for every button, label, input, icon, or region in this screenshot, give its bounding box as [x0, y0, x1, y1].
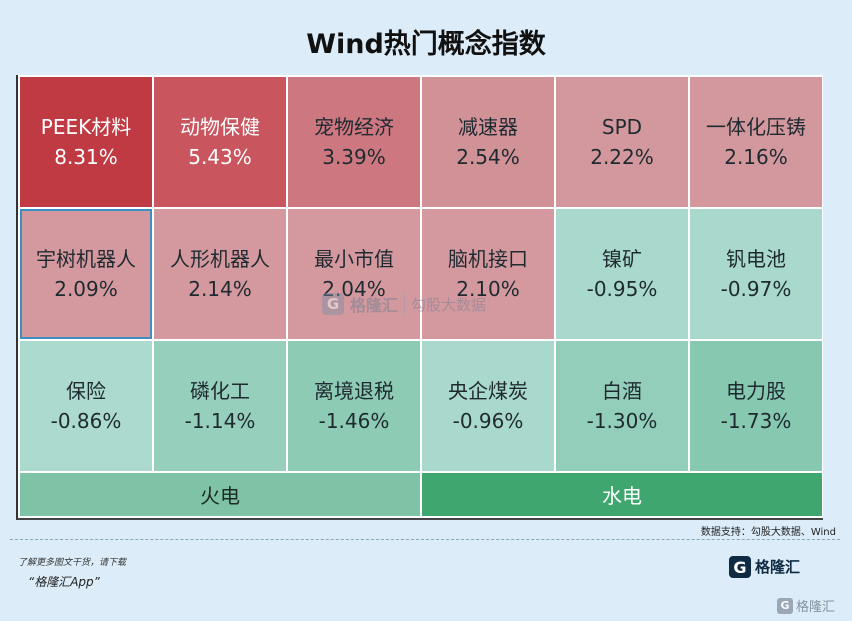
heatmap-cell-name: 白酒 — [602, 379, 642, 403]
heatmap-footer-row: 火电 水电 — [20, 473, 822, 516]
heatmap-cell-value: -1.46% — [318, 409, 390, 433]
brand-name: 格隆汇 — [755, 557, 801, 576]
heatmap-cell[interactable]: 磷化工 -1.14% — [154, 341, 286, 471]
heatmap-cell[interactable]: 离境退税 -1.46% — [288, 341, 420, 471]
heatmap-cell[interactable]: 保险 -0.86% — [20, 341, 152, 471]
promo-line-1: 了解更多图文干货，请下载 — [18, 558, 127, 568]
brand-logo: G 格隆汇 — [729, 556, 800, 578]
heatmap-cell-value: -0.96% — [452, 409, 524, 433]
promo-line-2: “格隆汇App” — [28, 575, 100, 589]
heatmap-cell-name: 脑机接口 — [448, 247, 528, 271]
heatmap-cell[interactable]: 白酒 -1.30% — [556, 341, 688, 471]
heatmap-cell[interactable]: 镍矿 -0.95% — [556, 209, 688, 339]
corner-logo-name: 格隆汇 — [796, 600, 836, 615]
heatmap-cell-name: 离境退税 — [314, 379, 394, 403]
heatmap-cell-name: 央企煤炭 — [448, 379, 528, 403]
heatmap-cell[interactable]: 钒电池 -0.97% — [690, 209, 822, 339]
heatmap-cell-name: 宠物经济 — [314, 115, 394, 139]
heatmap-cell-value: -0.86% — [50, 409, 122, 433]
heatmap-cell-name: 宇树机器人 — [36, 247, 136, 271]
heatmap-cell-value: 2.16% — [724, 145, 788, 169]
heatmap-cell-value: 8.31% — [54, 145, 118, 169]
heatmap-cell[interactable]: PEEK材料 8.31% — [20, 77, 152, 207]
heatmap-cell[interactable]: 脑机接口 2.10% — [422, 209, 554, 339]
heatmap-cell-value: 3.39% — [322, 145, 386, 169]
heatmap-cell[interactable]: 一体化压铸 2.16% — [690, 77, 822, 207]
heatmap-cell-name: 一体化压铸 — [706, 115, 806, 139]
page-title: Wind热门概念指数 — [306, 29, 546, 60]
heatmap-cell-name: PEEK材料 — [40, 115, 132, 139]
heatmap-cell-name: 最小市值 — [314, 247, 394, 271]
heatmap-cell[interactable]: 人形机器人 2.14% — [154, 209, 286, 339]
heatmap-footer-cell[interactable]: 水电 — [422, 473, 822, 516]
heatmap-cell[interactable]: 宇树机器人 2.09% — [20, 209, 152, 339]
heatmap-panel: PEEK材料 8.31% 动物保健 5.43% 宠物经济 3.39% 减速器 2.54% SPD… — [16, 75, 823, 520]
source-note: 数据支持：勾股大数据、Wind — [700, 527, 836, 538]
heatmap-cell[interactable]: 动物保健 5.43% — [154, 77, 286, 207]
heatmap-cell[interactable]: 宠物经济 3.39% — [288, 77, 420, 207]
heatmap-cell[interactable]: 央企煤炭 -0.96% — [422, 341, 554, 471]
brand-logo-icon: G — [729, 556, 751, 578]
heatmap-cell-value: -0.95% — [586, 277, 658, 301]
corner-logo-icon: G — [777, 597, 793, 614]
heatmap-cell-value: 5.43% — [188, 145, 252, 169]
heatmap-cell-name: 人形机器人 — [170, 247, 270, 271]
heatmap-cell-value: 2.22% — [590, 145, 654, 169]
heatmap-cell-name: 减速器 — [458, 115, 518, 139]
heatmap-cell[interactable]: 电力股 -1.73% — [690, 341, 822, 471]
corner-watermark: G 格隆汇 — [777, 596, 835, 615]
heatmap-cell-name: 磷化工 — [190, 379, 250, 403]
heatmap-cell-value: 2.54% — [456, 145, 520, 169]
heatmap-cell-name: SPD — [601, 115, 643, 139]
heatmap-footer-cell[interactable]: 火电 — [20, 473, 420, 516]
heatmap-cell-name: 钒电池 — [726, 247, 786, 271]
heatmap-cell-name: 动物保健 — [180, 115, 260, 139]
heatmap-cell[interactable]: 最小市值 2.04% — [288, 209, 420, 339]
heatmap-cell[interactable]: SPD 2.22% — [556, 77, 688, 207]
heatmap-cell-value: -1.14% — [184, 409, 256, 433]
heatmap-cell-name: 电力股 — [726, 379, 786, 403]
heatmap-cell[interactable]: 减速器 2.54% — [422, 77, 554, 207]
heatmap-cell-name: 保险 — [66, 379, 106, 403]
heatmap-cell-value: -1.73% — [720, 409, 792, 433]
heatmap-cell-value: 2.14% — [188, 277, 252, 301]
heatmap-cell-value: 2.04% — [322, 277, 386, 301]
heatmap-grid: PEEK材料 8.31% 动物保健 5.43% 宠物经济 3.39% 减速器 2.54% SPD… — [20, 77, 822, 471]
heatmap-cell-value: 2.09% — [54, 277, 118, 301]
divider — [10, 539, 840, 540]
heatmap-cell-value: -1.30% — [586, 409, 658, 433]
heatmap-cell-name: 镍矿 — [602, 247, 642, 271]
heatmap-cell-value: -0.97% — [720, 277, 792, 301]
heatmap-cell-value: 2.10% — [456, 277, 520, 301]
